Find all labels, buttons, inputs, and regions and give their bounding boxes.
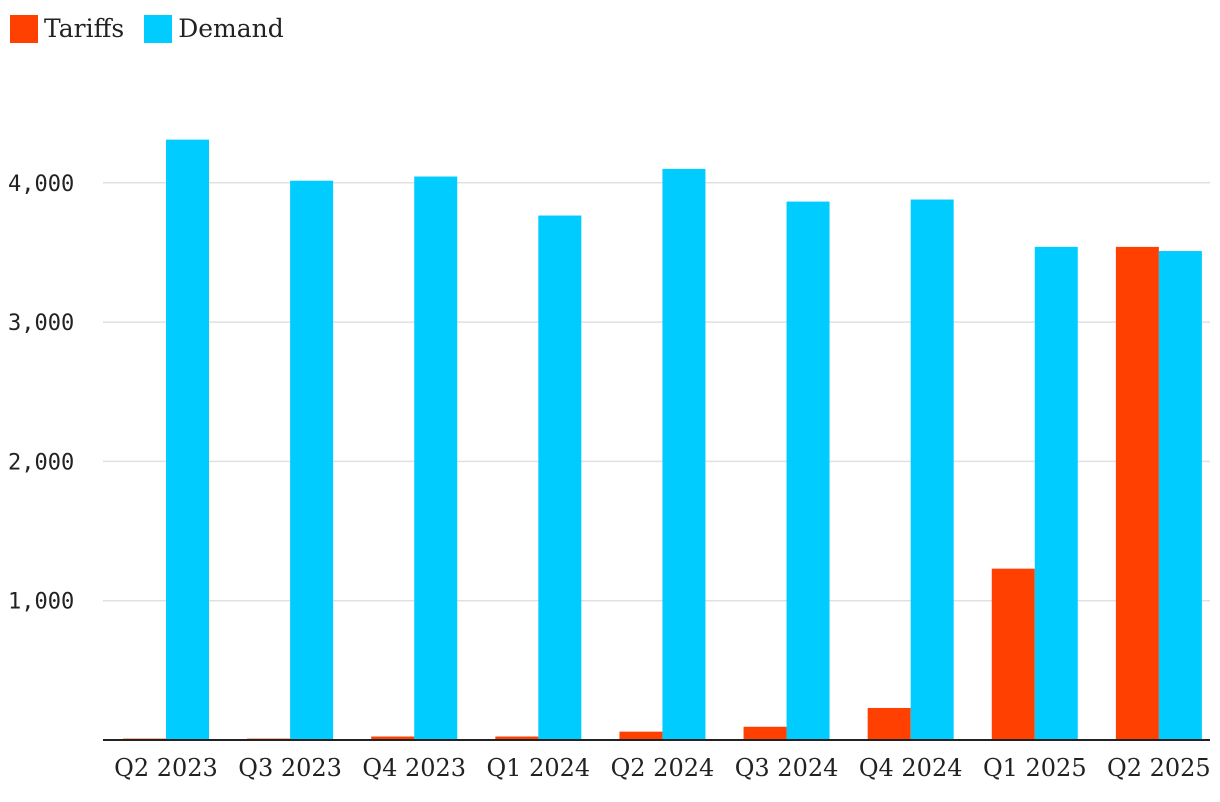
legend-label-tariffs: Tariffs [44,14,125,43]
bar-tariffs [1115,246,1159,741]
x-tick-label: Q2 2024 [611,754,715,782]
y-tick-label: 4,000 [8,172,74,197]
chart-legend: Tariffs Demand [10,14,304,43]
bar-demand [290,180,334,740]
bar-demand [786,201,830,741]
y-tick-label: 1,000 [8,590,74,615]
x-tick-label: Q2 2023 [114,754,218,782]
bar-tariffs [495,736,539,740]
x-tick-label: Q4 2023 [362,754,466,782]
legend-label-demand: Demand [178,14,284,43]
legend-swatch-demand [144,14,173,43]
x-tick-label: Q3 2023 [238,754,342,782]
legend-swatch-tariffs [10,14,38,43]
x-tick-label: Q1 2024 [487,754,591,782]
bar-tariffs [371,736,415,740]
bar-demand [662,168,706,740]
x-tick-label: Q1 2025 [983,754,1087,782]
x-tick-label: Q3 2024 [735,754,839,782]
bar-tariffs [619,731,663,740]
bar-tariffs [991,568,1035,740]
bar-demand [1158,251,1202,740]
bar-demand [414,176,458,740]
legend-item-tariffs: Tariffs [10,14,124,43]
bar-demand [538,215,582,740]
y-tick-label: 3,000 [8,311,74,336]
bar-demand [1034,246,1078,741]
bar-demand [166,139,209,740]
y-tick-label: 2,000 [8,450,74,475]
bar-tariffs [867,707,911,740]
bar-tariffs [743,726,787,740]
bar-demand [910,199,954,741]
x-tick-label: Q2 2025 [1107,754,1211,782]
x-tick-label: Q4 2024 [859,754,963,782]
legend-item-demand: Demand [144,14,284,43]
